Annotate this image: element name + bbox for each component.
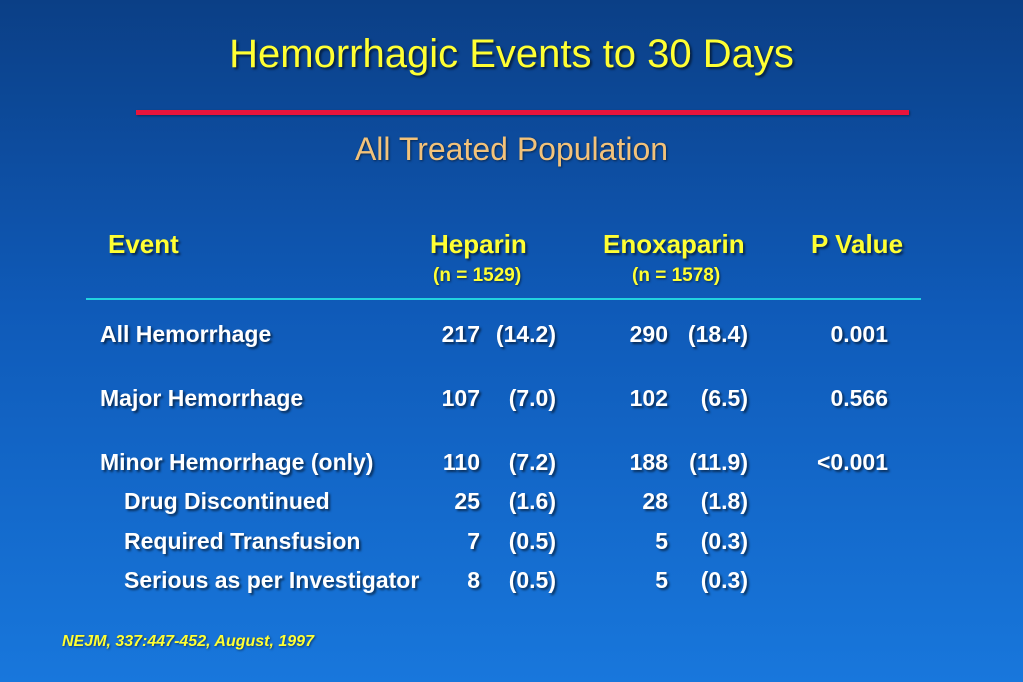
- enoxaparin-count: 5: [655, 528, 668, 554]
- enoxaparin-count: 102: [629, 385, 668, 411]
- event-label: Serious as per Investigator: [124, 567, 420, 593]
- enoxaparin-percent: (0.3): [700, 567, 748, 593]
- table-row: Serious as per Investigator 8 (0.5) 5 (0…: [0, 567, 1023, 597]
- enoxaparin-percent: (18.4): [687, 321, 748, 347]
- header-enoxaparin: Enoxaparin: [603, 229, 745, 259]
- heparin-count: 110: [442, 449, 480, 475]
- enoxaparin-count: 5: [655, 567, 668, 593]
- header-event: Event: [108, 229, 179, 259]
- title-divider: [136, 110, 909, 115]
- heparin-percent: (1.6): [508, 488, 556, 514]
- enoxaparin-count: 188: [629, 449, 668, 475]
- event-label: Major Hemorrhage: [100, 385, 304, 411]
- p-value: <0.001: [817, 449, 888, 475]
- heparin-count: 8: [467, 567, 480, 593]
- enoxaparin-percent: (0.3): [700, 528, 748, 554]
- header-enoxaparin-n: (n = 1578): [632, 265, 721, 286]
- slide-subtitle: All Treated Population: [354, 131, 669, 167]
- heparin-count: 217: [441, 321, 480, 347]
- header-heparin: Heparin: [430, 229, 527, 259]
- enoxaparin-count: 28: [642, 488, 668, 514]
- header-p-value: P Value: [811, 229, 904, 259]
- heparin-count: 25: [454, 488, 480, 514]
- event-label: Drug Discontinued: [124, 488, 330, 514]
- heparin-percent: (7.2): [508, 449, 556, 475]
- table-row: Required Transfusion 7 (0.5) 5 (0.3): [0, 528, 1023, 558]
- p-value: 0.001: [830, 321, 888, 347]
- heparin-count: 107: [441, 385, 480, 411]
- heparin-percent: (0.5): [508, 528, 556, 554]
- heparin-percent: (7.0): [508, 385, 556, 411]
- heparin-percent: (0.5): [508, 567, 556, 593]
- enoxaparin-percent: (1.8): [700, 488, 748, 514]
- enoxaparin-count: 290: [629, 321, 668, 347]
- slide-title: Hemorrhagic Events to 30 Days: [229, 32, 794, 76]
- heparin-percent: (14.2): [495, 321, 556, 347]
- table-row: Minor Hemorrhage (only) 110 (7.2) 188 (1…: [0, 449, 1023, 479]
- citation: NEJM, 337:447-452, August, 1997: [62, 633, 314, 650]
- enoxaparin-percent: (11.9): [689, 449, 748, 475]
- enoxaparin-percent: (6.5): [700, 385, 748, 411]
- header-divider: [86, 298, 921, 300]
- event-label: Required Transfusion: [124, 528, 361, 554]
- table-row: Major Hemorrhage 107 (7.0) 102 (6.5) 0.5…: [0, 385, 1023, 415]
- heparin-count: 7: [467, 528, 480, 554]
- table-row: All Hemorrhage 217 (14.2) 290 (18.4) 0.0…: [0, 321, 1023, 351]
- event-label: All Hemorrhage: [100, 321, 272, 347]
- event-label: Minor Hemorrhage (only): [100, 449, 374, 475]
- table-row: Drug Discontinued 25 (1.6) 28 (1.8): [0, 488, 1023, 518]
- header-heparin-n: (n = 1529): [433, 265, 522, 286]
- p-value: 0.566: [830, 385, 888, 411]
